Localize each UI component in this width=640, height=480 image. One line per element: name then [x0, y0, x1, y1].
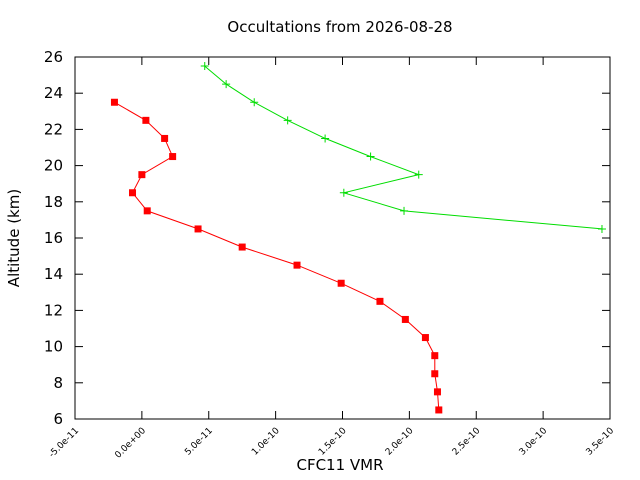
series-1-point — [431, 370, 439, 378]
y-tick-label: 26 — [44, 48, 63, 66]
series-1-line — [114, 101, 440, 410]
series-1-point — [138, 171, 146, 179]
y-tick-label: 8 — [53, 374, 63, 392]
series-2-point — [366, 152, 375, 161]
series-1-point — [337, 279, 345, 287]
series-1-point — [433, 388, 441, 396]
series-1-point — [110, 98, 118, 106]
series-2-point — [321, 134, 330, 143]
y-tick-label: 22 — [44, 120, 63, 138]
series-1-point — [431, 352, 439, 360]
series-1-point — [238, 243, 246, 251]
y-tick-label: 14 — [44, 265, 63, 283]
x-tick-label: 5.0e-11 — [183, 426, 215, 458]
series-2-point — [339, 188, 348, 197]
series-2-point — [283, 116, 292, 125]
series-2-point — [250, 98, 259, 107]
x-tick-label: 1.5e-10 — [317, 426, 349, 458]
series-2-line — [204, 65, 603, 230]
series-2-point — [414, 170, 423, 179]
series-1-point — [129, 189, 137, 197]
series-1-point — [143, 207, 151, 215]
series-1-point — [194, 225, 202, 233]
series-markers — [110, 62, 606, 414]
y-tick-label: 20 — [44, 157, 63, 175]
series-1-point — [401, 315, 409, 323]
axis-ticks: 6 8 10 12 14 16 18 20 22 24 26 -5.0e-11 0.0e+00 5.0e-… — [44, 48, 616, 461]
series-1-point — [142, 116, 150, 124]
series-1-point — [435, 406, 443, 414]
series-1-point — [169, 153, 177, 161]
y-tick-label: 12 — [44, 301, 63, 319]
y-tick-label: 6 — [53, 410, 63, 428]
y-tick-label: 16 — [44, 229, 63, 247]
x-tick-label: 2.5e-10 — [451, 426, 483, 458]
series-1-point — [293, 261, 301, 269]
x-axis-label: CFC11 VMR — [296, 456, 383, 474]
x-tick-label: 2.0e-10 — [384, 426, 416, 458]
x-tick-label: 3.5e-10 — [585, 426, 617, 458]
series-2-point — [200, 62, 209, 71]
series-2-point — [400, 206, 409, 215]
x-tick-label: 1.0e-10 — [250, 426, 282, 458]
series-1-point — [421, 334, 429, 342]
x-tick-label: 0.0e+00 — [113, 426, 148, 461]
y-axis-label: Altitude (km) — [5, 189, 23, 287]
series-1-point — [161, 134, 169, 142]
series-lines — [114, 65, 603, 410]
plot-frame — [74, 56, 611, 420]
y-tick-label: 24 — [44, 84, 63, 102]
y-tick-label: 18 — [44, 193, 63, 211]
series-2-point — [222, 80, 231, 89]
x-tick-label: 3.0e-10 — [518, 426, 550, 458]
series-2-point — [597, 224, 606, 233]
x-tick-label: -5.0e-11 — [47, 426, 81, 460]
chart-title: Occultations from 2026-08-28 — [227, 18, 452, 36]
y-tick-label: 10 — [44, 338, 63, 356]
series-1-point — [376, 297, 384, 305]
